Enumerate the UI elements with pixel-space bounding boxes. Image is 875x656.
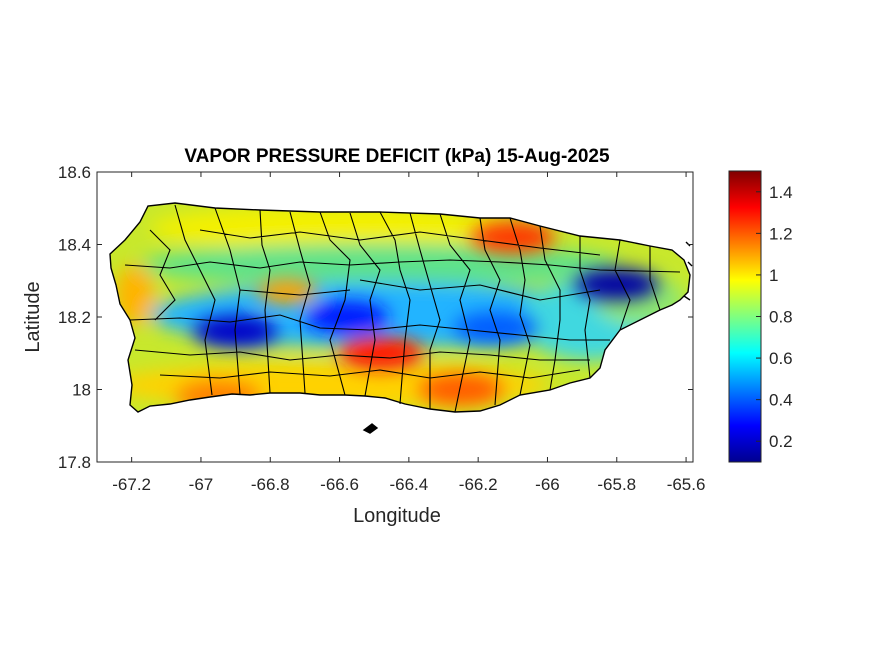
colorbar-tick-label: 1 [769, 266, 778, 285]
y-axis-ticks: 17.8 18 18.2 18.4 18.6 [58, 163, 693, 472]
x-tick-label: -66.8 [251, 475, 290, 494]
hotspot-south-coast-east [418, 373, 503, 406]
x-tick-label: -67 [189, 475, 214, 494]
x-axis-ticks: -67.2 -67 -66.8 -66.6 -66.4 -66.2 -66 -65.8 -65.… [112, 172, 705, 494]
colorbar-tick-label: 0.2 [769, 432, 793, 451]
y-tick-label: 18.6 [58, 163, 91, 182]
y-tick-label: 18.4 [58, 236, 91, 255]
y-tick-label: 17.8 [58, 453, 91, 472]
boundaries [109, 202, 693, 434]
colorbar-tick-label: 0.8 [769, 308, 793, 327]
field-north-yellow [150, 206, 510, 250]
colorbar-ticks: 0.2 0.4 0.6 0.8 1 1.2 1.4 [756, 183, 793, 451]
x-tick-label: -65.8 [597, 475, 636, 494]
colorbar-tick-label: 1.4 [769, 183, 793, 202]
field-green-band [140, 243, 620, 287]
x-tick-label: -66.4 [389, 475, 428, 494]
y-tick-label: 18 [72, 381, 91, 400]
x-axis-label: Longitude [353, 505, 441, 527]
x-tick-label: -65.6 [667, 475, 706, 494]
x-tick-label: -66.2 [459, 475, 498, 494]
x-tick-label: -66 [535, 475, 560, 494]
colorbar-tick-label: 0.6 [769, 349, 793, 368]
hotspot-west-interior [257, 278, 318, 305]
hotspot-south-coast-mid [339, 337, 424, 370]
y-axis-label: Latitude [22, 281, 44, 352]
municipal-lines [124, 204, 681, 413]
field-west-orange [115, 265, 155, 325]
hotspot-central-cordillera-mid [304, 301, 389, 333]
colorbar [728, 170, 762, 463]
colorbar-tick-label: 0.4 [769, 391, 793, 410]
x-tick-label: -66.6 [320, 475, 359, 494]
hotspot-north-coast-east [470, 221, 555, 254]
x-tick-label: -67.2 [112, 475, 151, 494]
hotspot-el-yunque [574, 268, 659, 301]
islet-caja-de-muertos [362, 423, 379, 434]
chart-title: VAPOR PRESSURE DEFICIT (kPa) 15-Aug-2025 [184, 146, 610, 167]
y-tick-label: 18.2 [58, 308, 91, 327]
colorbar-tick-label: 1.2 [769, 224, 793, 243]
